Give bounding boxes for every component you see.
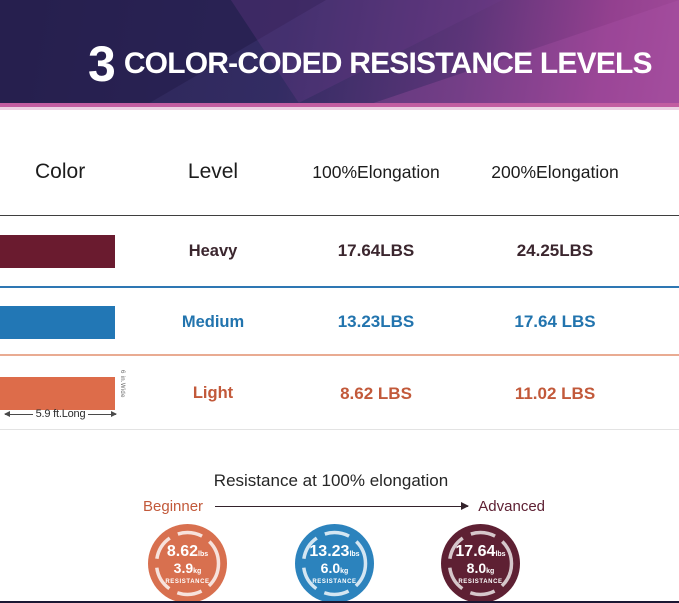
bottom-edge-line (0, 601, 679, 603)
elongation-100-value-light: 8.62 LBS (340, 383, 412, 403)
column-header-level: Level (187, 160, 239, 183)
swatch-cell (0, 377, 150, 410)
kg-value: 3.9kg (173, 560, 202, 577)
band-width-label: 6 in.Wide (119, 370, 125, 398)
elongation-200-value-light: 11.02 LBS (514, 383, 596, 403)
resistance-caption: RESISTANCE (312, 578, 357, 585)
banner-border-line (0, 103, 679, 107)
resistance-caption: RESISTANCE (458, 578, 503, 585)
column-header-elongation-100: 100%Elongation (312, 161, 440, 182)
resistance-badge-heavy: 17.64lbs 8.0kg RESISTANCE (441, 524, 520, 603)
arrow-right-icon (215, 503, 470, 510)
resistance-caption: RESISTANCE (165, 578, 210, 585)
table-header-divider (0, 215, 679, 216)
lbs-value: 17.64lbs (455, 543, 506, 561)
dashed-ring-icon (154, 530, 221, 597)
right-arrow-icon (88, 410, 117, 417)
advanced-label: Advanced (478, 498, 545, 515)
table-row-heavy: Heavy 17.64LBS 24.25LBS (0, 216, 679, 288)
column-header-color: Color (35, 160, 86, 183)
elongation-200-value-heavy: 24.25LBS (516, 241, 594, 260)
elongation-200-value-medium: 17.64 LBS (514, 312, 596, 331)
color-swatch-heavy (0, 234, 115, 268)
title-text: COLOR-CODED RESISTANCE LEVELS (123, 47, 653, 80)
column-header-elongation-200: 200%Elongation (491, 161, 619, 182)
resistance-scale-title: Resistance at 100% elongation (213, 471, 449, 490)
beginner-label: Beginner (143, 498, 204, 515)
title-number: 3 (88, 36, 116, 92)
swatch-cell (0, 234, 150, 268)
page-title: 3 COLOR-CODED RESISTANCE LEVELS (88, 36, 653, 92)
level-label-light: Light (192, 384, 234, 402)
elongation-100-value-heavy: 17.64LBS (337, 241, 415, 260)
dashed-ring-icon (301, 530, 368, 597)
band-length-label: 5.9 ft.Long (35, 408, 86, 420)
resistance-badge-light: 8.62lbs 3.9kg RESISTANCE (148, 524, 227, 603)
dashed-ring-icon (447, 530, 514, 597)
level-label-heavy: Heavy (188, 241, 238, 260)
left-arrow-icon (4, 410, 33, 417)
table-row-light: Light 8.62 LBS 11.02 LBS 6 in.Wide 5.9 f… (0, 358, 679, 430)
table-header-row: Color Level 100%Elongation 200%Elongatio… (0, 160, 679, 184)
lbs-value: 8.62lbs (166, 543, 209, 561)
progression-scale: Beginner Advanced (143, 498, 545, 515)
level-label-medium: Medium (181, 312, 245, 331)
banner-border-line-light (0, 107, 679, 110)
color-swatch-medium (0, 305, 115, 339)
header-banner: 3 COLOR-CODED RESISTANCE LEVELS (0, 0, 679, 103)
swatch-cell (0, 305, 150, 339)
elongation-100-value-medium: 13.23LBS (337, 312, 415, 331)
lbs-value: 13.23lbs (309, 543, 360, 561)
table-row-medium: Medium 13.23LBS 17.64 LBS (0, 290, 679, 356)
color-swatch-light (0, 377, 115, 410)
band-length-dimension: 5.9 ft.Long (4, 408, 117, 420)
kg-value: 8.0kg (466, 560, 495, 577)
kg-value: 6.0kg (320, 560, 349, 577)
resistance-badge-medium: 13.23lbs 6.0kg RESISTANCE (295, 524, 374, 603)
